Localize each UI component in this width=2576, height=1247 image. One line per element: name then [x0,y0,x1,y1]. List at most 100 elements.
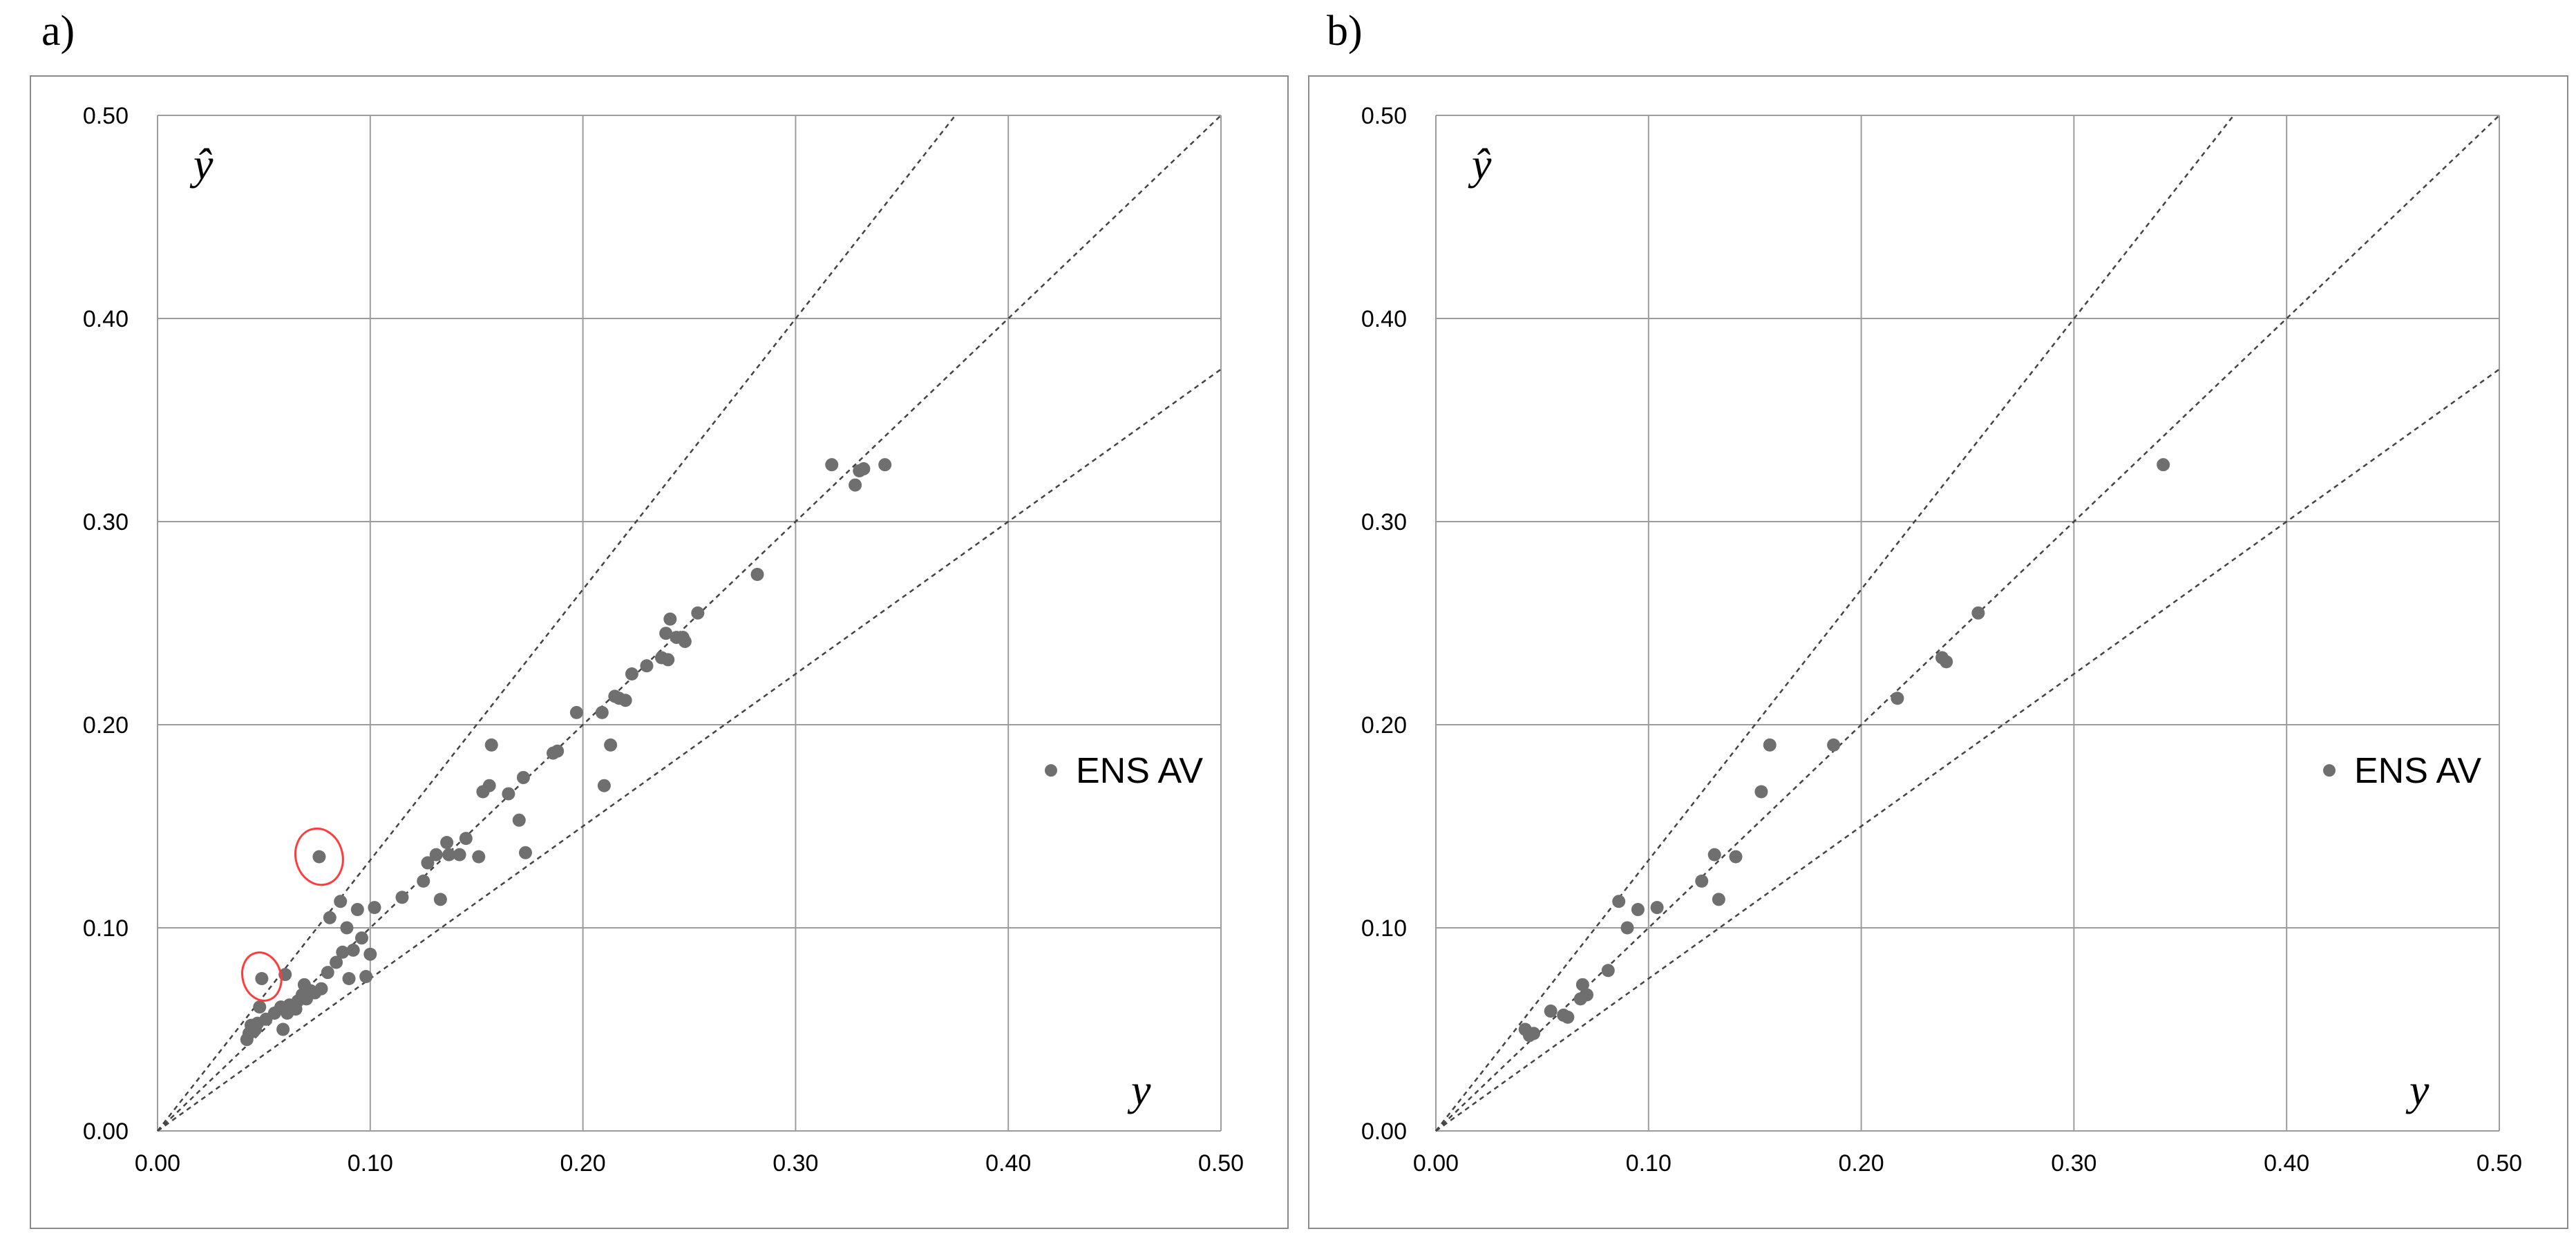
data-point [1940,655,1953,669]
x-tick-label: 0.40 [2264,1150,2309,1177]
x-tick-label: 0.40 [985,1150,1031,1177]
x-tick-label: 0.30 [773,1150,818,1177]
data-point [1650,901,1664,915]
data-point [2157,458,2170,472]
reference-line-3 [157,368,1222,1132]
data-point [659,627,673,640]
data-point [433,893,447,906]
x-tick-label: 0.20 [560,1150,606,1177]
data-point [255,972,269,985]
data-point [1891,692,1904,705]
x-tick-label: 0.00 [1413,1150,1459,1177]
data-point [484,738,498,752]
panel-a-frame [30,75,1289,1229]
data-point [1580,988,1594,1002]
data-point [368,901,381,915]
reference-line-2 [157,115,1222,1132]
data-point [1631,903,1645,917]
data-point [825,458,839,472]
y-tick-label: 0.20 [83,712,129,739]
data-point [640,659,654,673]
data-point [459,832,473,846]
y-axis-label: ŷ [1468,140,1492,189]
data-point [340,921,354,935]
data-point [336,945,350,959]
data-point [691,606,705,620]
x-tick-label: 0.10 [1626,1150,1671,1177]
y-tick-label: 0.50 [1361,103,1407,129]
x-tick-label: 0.50 [1198,1150,1244,1177]
data-point [750,567,764,581]
y-tick-label: 0.00 [83,1119,129,1145]
y-tick-label: 0.10 [83,915,129,942]
data-point [518,846,532,859]
data-point [1695,874,1709,888]
data-point [442,848,456,862]
data-point [597,779,611,792]
data-point [453,848,466,862]
data-point [1707,848,1721,862]
data-point [663,612,677,626]
data-point [363,947,377,961]
data-point [1575,978,1589,991]
scatter-chart-a: 0.00 0.10 0.20 0.30 0.40 0.50 0.00 0.10 0.20 0.30… [83,103,1244,1177]
panel-b-label: b) [1327,8,1363,55]
data-point [417,874,430,888]
data-point [1754,785,1768,799]
highlight-ellipse [294,827,344,886]
panel-b-frame [1308,75,2568,1229]
data-point [350,903,364,917]
data-point [512,813,526,827]
x-tick-label: 0.10 [348,1150,393,1177]
data-point [661,653,675,667]
data-point [482,779,496,792]
data-point [440,836,454,850]
data-point [1712,893,1725,906]
scatter-chart-b: 0.00 0.10 0.20 0.30 0.40 0.50 0.00 0.10 0.20 0.30… [1361,103,2522,1177]
data-point [502,787,515,801]
data-point [678,634,692,648]
y-tick-label: 0.40 [83,306,129,332]
data-point [595,705,609,719]
data-point [1827,738,1841,752]
y-tick-label: 0.00 [1361,1119,1407,1145]
data-point [395,891,409,904]
data-point [1612,895,1626,908]
data-point [354,931,368,945]
x-tick-label: 0.30 [2051,1150,2096,1177]
x-tick-label: 0.00 [135,1150,180,1177]
data-point [1971,606,1985,620]
legend-marker [2323,764,2336,777]
data-point [1620,921,1634,935]
data-point [429,848,443,862]
data-point [330,955,343,969]
data-point [334,895,348,908]
x-axis-label: y [2405,1065,2430,1114]
legend-label: ENS AV [1076,751,1203,791]
data-point [551,744,565,758]
y-tick-label: 0.20 [1361,712,1407,739]
data-point [421,856,435,870]
data-point [625,667,638,680]
data-point [1561,1010,1575,1024]
reference-line-1 [1435,115,2235,1132]
x-tick-label: 0.50 [2476,1150,2522,1177]
y-tick-label: 0.40 [1361,306,1407,332]
panel-a-label: a) [41,8,75,55]
y-tick-label: 0.30 [83,509,129,535]
data-point [618,694,632,707]
data-point [346,943,360,957]
data-point [321,966,334,980]
data-point [849,478,862,492]
data-point [1601,964,1615,978]
data-point [1763,738,1777,752]
reference-line-1 [157,115,956,1132]
y-tick-label: 0.30 [1361,509,1407,535]
data-point [604,738,618,752]
y-tick-label: 0.50 [83,103,129,129]
data-point [253,1000,267,1014]
reference-line-2 [1435,115,2500,1132]
data-point [569,705,583,719]
reference-line-3 [1435,368,2500,1132]
